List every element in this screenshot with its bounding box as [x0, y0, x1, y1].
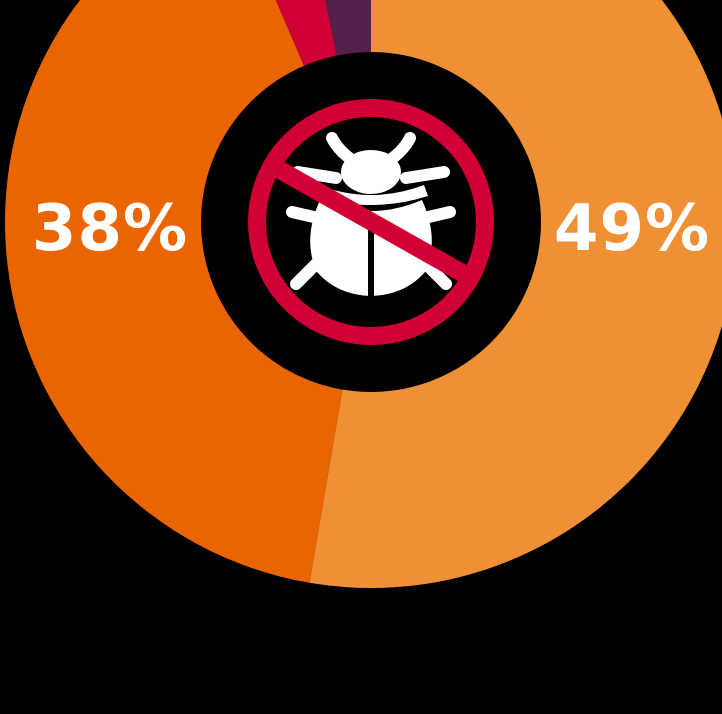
pie-label-0: 49% — [554, 192, 710, 266]
no-bugs-icon — [248, 99, 494, 345]
pie-label-1: 38% — [32, 192, 188, 266]
pie-labels: 49% 38% — [32, 192, 710, 266]
